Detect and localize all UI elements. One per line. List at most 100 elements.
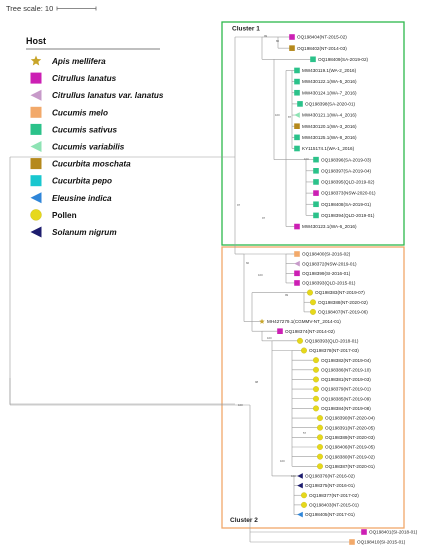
- tip-oq198380-nt-2019-02-marker: [317, 453, 323, 460]
- legend-eleusine-indica-label: Eleusine indica: [52, 194, 112, 203]
- tip-mw430120-1-wa-3-2016-marker: [294, 123, 300, 129]
- tip-oq198394-qld-2019-01-marker: [313, 212, 319, 219]
- legend-cucumis-melo-marker: [30, 106, 42, 118]
- tip-mw430125-1-wa-8-2016-marker: [294, 134, 300, 141]
- tip-oq198406-nt-2019-05-label: OQ198406(NT-2019-05): [325, 445, 375, 450]
- tip-mw430124-1-wa-7-2016-marker: [294, 89, 300, 96]
- legend-cucumis-variabilis-label: Cucumis variabilis: [52, 143, 125, 152]
- tip-oq198387-nt-2020-01-label: OQ198387(NT-2020-01): [325, 464, 375, 469]
- bootstrap-value: 97: [262, 216, 266, 220]
- legend-citrullus-lanatus-var-lanatus-label: Citrullus lanatus var. lanatus: [52, 91, 164, 100]
- tip-mw430121-1-wa-4-2016-marker: [294, 112, 300, 118]
- tip-oq198375-nt-2016-01-label: OQ198375(NT-2016-01): [305, 483, 355, 488]
- tip-oq198396-sa-2019-03-label: OQ198396(SA-2019-03): [321, 157, 372, 162]
- legend-apis-mellifera-label: Apis mellifera: [51, 57, 106, 66]
- bootstrap-value: 100: [304, 157, 309, 161]
- bootstrap-value: 100: [267, 336, 272, 340]
- tip-oq198382-nt-2019-04-label: OQ198382(NT-2019-04): [321, 358, 371, 363]
- tip-oq198409-sa-2019-02-label: OQ198409(SA-2019-02): [318, 57, 369, 62]
- cluster-boxes: Cluster 1 Cluster 2: [221, 21, 405, 529]
- bootstrap-value: 100: [280, 459, 285, 463]
- legend-citrullus-lanatus-marker: [30, 72, 42, 84]
- bootstrap-value: 100: [238, 403, 243, 407]
- bootstrap-value: 99: [285, 293, 289, 297]
- tip-oq198410-si-2015-01-marker: [349, 539, 355, 545]
- tip-oq198378-nt-2017-03-label: OQ198378(NT-2017-03): [309, 348, 359, 353]
- tree-scale-label: Tree scale: 10: [6, 4, 53, 13]
- tip-oq198399-si-2016-01-marker: [294, 270, 300, 277]
- bootstrap-value: 87: [288, 115, 292, 119]
- tip-oq198406-nt-2019-05-marker: [317, 444, 323, 450]
- tip-oq198391-nt-2020-05-label: OQ198391(NT-2020-05): [325, 425, 375, 430]
- tip-oq198377-nt-2017-02-marker: [301, 492, 307, 499]
- tip-oq198390-nt-2020-04-marker: [317, 415, 323, 421]
- tip-oq198384-nt-2019-08-label: OQ198384(NT-2019-08): [321, 406, 371, 411]
- legend-cucurbita-pepo-label: Cucurbita pepo: [52, 177, 112, 186]
- legend-cucurbita-moschata-label: Cucurbita moschata: [52, 160, 131, 169]
- tip-mw430122-1-wa-5-2016-label: MW430122.1(WA-5_2016): [302, 79, 357, 84]
- tip-oq198384-nt-2019-08-marker: [313, 405, 319, 412]
- tip-oq198372-nsw-2019-01-marker: [294, 260, 300, 267]
- tip-oq198390-nt-2020-04-label: OQ198390(NT-2020-04): [325, 416, 375, 421]
- legend-citrullus-lanatus-var-lanatus-marker: [30, 89, 42, 101]
- tip-oq198403-nt-2015-01-label: OQ198403(NT-2015-01): [309, 503, 359, 508]
- bootstrap-value: 100: [291, 474, 296, 478]
- tip-oq198376-nt-2016-02-marker: [297, 473, 303, 479]
- tip-ky115174-1-wa-1-2016-label: KY115174.1(WA-1_2016): [302, 146, 355, 151]
- tip-mw430124-1-wa-7-2016-label: MW430124.1(WA-7_2016): [302, 90, 357, 95]
- tip-oq198383-nt-2019-07-marker: [307, 289, 313, 296]
- legend-citrullus-lanatus-label: Citrullus lanatus: [52, 74, 117, 83]
- cluster-2-box: [221, 246, 405, 529]
- tip-oq198408-sa-2019-01-label: OQ198408(SA-2019-01): [321, 202, 372, 207]
- tip-oq198382-nt-2019-04-marker: [313, 357, 319, 364]
- legend-pollen-label: Pollen: [52, 211, 77, 220]
- legend-cucurbita-moschata-marker: [30, 158, 42, 170]
- bootstrap-value: 86: [276, 39, 280, 43]
- legend-eleusine-indica-marker: [30, 192, 42, 204]
- legend-solanum-nigrum-label: Solanum nigrum: [52, 228, 117, 237]
- tip-mw430122-1-wa-5-2016-marker: [294, 78, 300, 85]
- tip-mw430121-1-wa-4-2016-label: MW430121.1(WA-4_2016): [302, 113, 357, 118]
- tip-oq198378-nt-2017-03-marker: [301, 347, 307, 354]
- tip-oq198410-si-2015-01-label: OQ198410(SI-2015-01): [357, 540, 406, 545]
- legend-cucumis-sativus-label: Cucumis sativus: [52, 125, 118, 134]
- tip-oq198401-si-2018-01-label: OQ198401(SI-2018-01): [369, 530, 418, 535]
- tip-mw430123-1-wa-6-2016-marker: [294, 223, 300, 230]
- tip-oq198405-nt-2017-01-marker: [297, 511, 303, 518]
- bootstrap-value: 98: [255, 380, 259, 384]
- tip-ky115174-1-wa-1-2016-marker: [294, 145, 300, 152]
- tip-oq198373-nsw-2020-01-marker: [313, 190, 319, 196]
- tip-oq198408-sa-2019-01-marker: [313, 201, 319, 208]
- tip-oq198388-nt-2020-02-label: OQ198388(NT-2020-02): [318, 300, 368, 305]
- bootstrap-value: 60: [246, 261, 250, 265]
- tip-oq198381-nt-2019-03-marker: [313, 376, 319, 383]
- tip-oq198387-nt-2020-01-marker: [317, 463, 323, 470]
- tree-branches: [9, 36, 364, 543]
- tip-oq198395-qld-2019-02-marker: [313, 179, 319, 185]
- tip-oq198398-sa-2020-01-label: OQ198398(SA-2020-01): [305, 102, 356, 107]
- bootstrap-value: 100: [258, 273, 263, 277]
- tip-oq198383-nt-2019-07-label: OQ198383(NT-2019-07): [315, 290, 365, 295]
- tip-oq198373-nsw-2020-01-label: OQ198373(NSW-2020-01): [321, 191, 376, 196]
- tip-mh427279-1-cgmmv-nt-2014-01-label: MH427279.1(CGMMV-NT_2014-01): [267, 319, 341, 324]
- tip-oq198375-nt-2016-01-marker: [297, 482, 303, 489]
- tip-oq198391-nt-2020-05-marker: [317, 424, 323, 431]
- tip-oq198385-nt-2019-09-label: OQ198385(NT-2019-09): [321, 396, 371, 401]
- tip-oq198402-nt-2014-03-label: OQ198402(NT-2014-03): [297, 46, 347, 51]
- tip-oq198404-nt-2015-02-marker: [289, 34, 295, 40]
- tip-oq198407-nt-2019-06-label: OQ198407(NT-2019-06): [318, 310, 368, 315]
- tip-oq198393-qld-2018-01-marker: [297, 337, 303, 344]
- tip-oq198398-sa-2020-01-marker: [297, 101, 303, 107]
- tip-mw430120-1-wa-3-2016-label: MW430120.1(WA-3_2016): [302, 124, 357, 129]
- bootstrap-value: 57: [303, 431, 307, 435]
- cluster-1-box: [221, 21, 405, 246]
- tip-oq198393-qld-2018-01-label: OQ198393(QLD-2018-01): [305, 338, 359, 343]
- tip-oq198405-nt-2017-01-label: OQ198405(NT-2017-01): [305, 512, 355, 517]
- tip-mw430125-1-wa-8-2016-label: MW430125.1(WA-8_2016): [302, 135, 357, 140]
- tree-scale: Tree scale: 10: [6, 4, 97, 13]
- tip-oq198376-nt-2016-02-label: OQ198376(NT-2016-02): [305, 474, 355, 479]
- tip-oq198409-sa-2019-02-marker: [310, 56, 316, 63]
- bootstrap-value: 99: [264, 34, 268, 38]
- cluster-1-label: Cluster 1: [232, 26, 260, 33]
- tip-oq198380-nt-2019-02-label: OQ198380(NT-2019-02): [325, 454, 375, 459]
